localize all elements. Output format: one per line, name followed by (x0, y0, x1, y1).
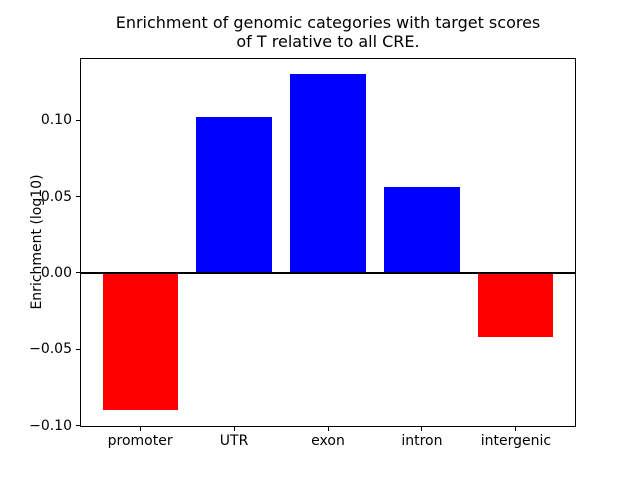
x-tick (327, 427, 329, 432)
x-tick-label-exon: exon (311, 433, 345, 450)
y-tick (76, 425, 80, 427)
x-tick-label-promoter: promoter (107, 433, 173, 450)
bar-intron (384, 187, 460, 273)
bar-intergenic (478, 272, 554, 338)
bar-UTR (196, 117, 272, 273)
bar-exon (290, 74, 366, 273)
y-tick (76, 348, 80, 350)
x-tick-label-intergenic: intergenic (480, 433, 552, 450)
x-tick (515, 427, 517, 432)
plot-area (80, 57, 576, 428)
x-tick (421, 427, 423, 432)
x-tick (233, 427, 235, 432)
x-tick-label-intron: intron (401, 433, 443, 450)
y-tick-label: 0.05 (40, 188, 72, 205)
y-tick-label: 0.10 (40, 112, 72, 129)
bar-promoter (102, 272, 178, 411)
zero-line (80, 271, 576, 274)
y-tick (76, 119, 80, 121)
x-tick (139, 427, 141, 432)
x-tick-label-UTR: UTR (219, 433, 249, 450)
y-tick (76, 196, 80, 198)
y-tick-label: 0.00 (40, 264, 72, 281)
y-tick (76, 272, 80, 274)
y-tick-label: −0.05 (29, 341, 72, 358)
chart-title: Enrichment of genomic categories with ta… (115, 13, 541, 51)
y-tick-label: −0.10 (29, 417, 72, 434)
